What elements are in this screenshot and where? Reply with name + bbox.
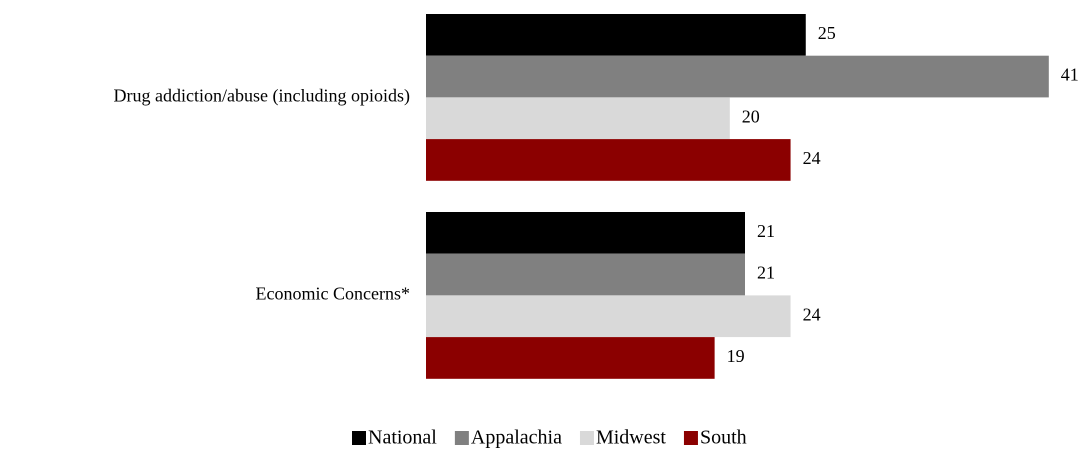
value-label: 41 <box>1061 65 1079 85</box>
legend-label: National <box>368 427 437 449</box>
legend-swatch <box>352 431 366 445</box>
legend-swatch <box>579 431 594 445</box>
value-label: 21 <box>757 263 775 283</box>
value-label: 21 <box>757 221 775 241</box>
bar <box>426 337 715 379</box>
bar <box>426 295 791 338</box>
bar <box>426 253 745 296</box>
bar <box>426 139 791 181</box>
legend-swatch <box>454 431 469 445</box>
category-label: Drug addiction/abuse (including opioids) <box>114 86 410 107</box>
bar <box>426 55 1049 98</box>
legend-swatch <box>683 431 698 445</box>
value-label: 24 <box>803 304 821 324</box>
legend-label: Midwest <box>596 427 666 449</box>
value-label: 24 <box>803 148 821 168</box>
value-label: 25 <box>818 23 836 43</box>
legend-label: South <box>700 427 747 449</box>
category-label: Economic Concerns* <box>256 284 410 304</box>
legend-label: Appalachia <box>471 427 562 449</box>
value-label: 19 <box>727 346 745 366</box>
bar <box>426 14 806 56</box>
bar <box>426 97 730 140</box>
bar <box>426 212 745 254</box>
value-label: 20 <box>742 106 760 126</box>
